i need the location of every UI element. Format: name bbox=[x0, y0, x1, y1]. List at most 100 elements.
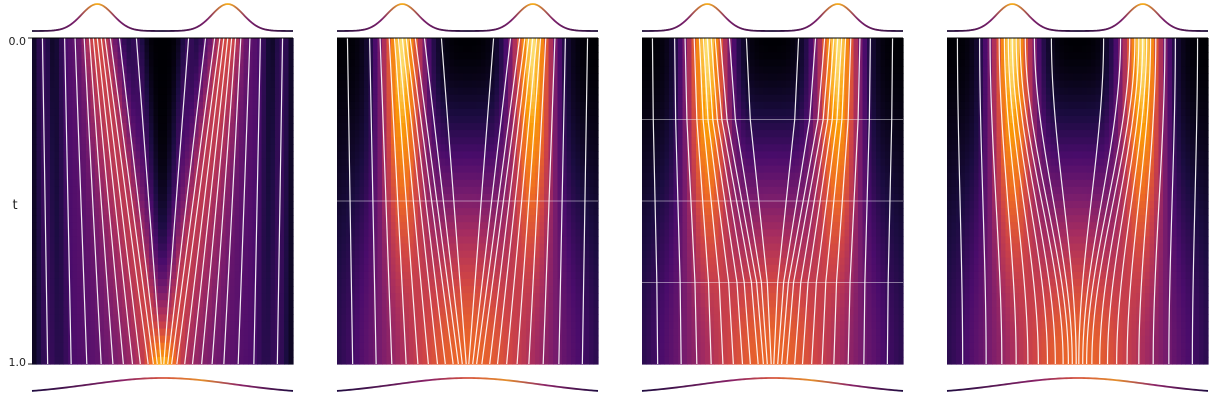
heatmap-cell bbox=[95, 314, 101, 323]
heatmap-cell bbox=[180, 349, 186, 358]
heatmap-cell bbox=[517, 165, 523, 174]
heatmap-cell bbox=[490, 59, 496, 67]
heatmap-cell bbox=[481, 243, 487, 252]
heatmap-cell bbox=[140, 38, 146, 46]
heatmap-cell bbox=[108, 151, 114, 160]
heatmap-cell bbox=[149, 151, 155, 160]
heatmap-cell bbox=[162, 158, 168, 167]
heatmap-cell bbox=[270, 278, 276, 287]
heatmap-cell bbox=[593, 201, 599, 209]
heatmap-cell bbox=[427, 307, 433, 315]
heatmap-cell bbox=[225, 123, 231, 131]
heatmap-cell bbox=[584, 186, 590, 195]
heatmap-cell bbox=[521, 307, 527, 315]
heatmap-cell bbox=[270, 144, 276, 152]
heatmap-cell bbox=[413, 108, 419, 117]
heatmap-cell bbox=[72, 94, 78, 103]
heatmap-cell bbox=[171, 300, 177, 308]
heatmap-cell bbox=[225, 307, 231, 315]
heatmap-cell bbox=[149, 278, 155, 287]
heatmap-cell bbox=[454, 179, 460, 188]
heatmap-cell bbox=[337, 264, 343, 273]
heatmap-cell bbox=[400, 186, 406, 195]
heatmap-cell bbox=[284, 300, 290, 308]
heatmap-cell bbox=[104, 307, 110, 315]
heatmap-cell bbox=[521, 101, 527, 110]
heatmap-cell bbox=[571, 300, 577, 308]
heatmap-cell bbox=[593, 236, 599, 245]
heatmap-cell bbox=[45, 250, 51, 259]
heatmap-cell bbox=[234, 300, 240, 308]
heatmap-cell bbox=[243, 321, 249, 330]
heatmap-cell bbox=[373, 52, 379, 60]
heatmap-cell bbox=[270, 73, 276, 82]
heatmap-cell bbox=[368, 236, 374, 245]
heatmap-cell bbox=[535, 59, 541, 67]
heatmap-cell bbox=[458, 193, 464, 202]
heatmap-cell bbox=[212, 236, 218, 245]
heatmap-cell bbox=[431, 300, 437, 308]
heatmap-cell bbox=[476, 115, 482, 124]
heatmap-cell bbox=[364, 123, 370, 131]
heatmap-cell bbox=[50, 229, 56, 238]
heatmap-cell bbox=[467, 80, 473, 89]
heatmap-cell bbox=[539, 186, 545, 195]
heatmap-cell bbox=[140, 293, 146, 301]
heatmap-cell bbox=[521, 94, 527, 103]
heatmap-cell bbox=[171, 236, 177, 245]
heatmap-cell bbox=[485, 172, 491, 181]
heatmap-cell bbox=[63, 66, 69, 75]
heatmap-cell bbox=[539, 286, 545, 294]
heatmap-cell bbox=[189, 328, 195, 337]
heatmap-cell bbox=[131, 38, 137, 46]
heatmap-cell bbox=[131, 229, 137, 238]
heatmap-cell bbox=[45, 172, 51, 181]
heatmap-cell bbox=[463, 201, 469, 209]
heatmap-cell bbox=[149, 201, 155, 209]
heatmap-cell bbox=[562, 286, 568, 294]
heatmap-cell bbox=[589, 264, 595, 273]
heatmap-cell bbox=[288, 349, 294, 358]
heatmap-cell bbox=[539, 257, 545, 266]
heatmap-cell bbox=[207, 186, 213, 195]
heatmap-cell bbox=[526, 45, 532, 53]
heatmap-cell bbox=[517, 307, 523, 315]
heatmap-cell bbox=[571, 243, 577, 252]
heatmap-cell bbox=[135, 222, 141, 230]
heatmap-cell bbox=[386, 80, 392, 89]
heatmap-cell bbox=[90, 186, 96, 195]
heatmap-cell bbox=[467, 286, 473, 294]
heatmap-cell bbox=[355, 257, 361, 266]
heatmap-cell bbox=[203, 293, 209, 301]
heatmap-cell bbox=[113, 229, 119, 238]
panel-1 bbox=[31, 3, 294, 392]
heatmap-cell bbox=[476, 45, 482, 53]
heatmap-cell bbox=[355, 314, 361, 323]
heatmap-cell bbox=[395, 158, 401, 167]
heatmap-cell bbox=[517, 123, 523, 131]
heatmap-cell bbox=[167, 52, 173, 60]
heatmap-cell bbox=[41, 349, 47, 358]
heatmap-cell bbox=[230, 271, 236, 280]
heatmap-cell bbox=[458, 250, 464, 259]
heatmap-cell bbox=[198, 193, 204, 202]
heatmap-cell bbox=[153, 342, 159, 351]
heatmap-cell bbox=[472, 66, 478, 75]
heatmap-cell bbox=[557, 186, 563, 195]
heatmap-cell bbox=[472, 151, 478, 160]
heatmap-cell bbox=[270, 222, 276, 230]
heatmap-cell bbox=[364, 101, 370, 110]
heatmap-cell bbox=[467, 278, 473, 287]
heatmap-cell bbox=[252, 264, 258, 273]
heatmap-cell bbox=[539, 45, 545, 53]
heatmap-cell bbox=[517, 172, 523, 181]
heatmap-cell bbox=[234, 59, 240, 67]
heatmap-cell bbox=[225, 101, 231, 110]
heatmap-cell bbox=[535, 278, 541, 287]
heatmap-cell bbox=[54, 179, 60, 188]
heatmap-cell bbox=[373, 278, 379, 287]
heatmap-cell bbox=[526, 264, 532, 273]
heatmap-cell bbox=[386, 222, 392, 230]
heatmap-cell bbox=[481, 179, 487, 188]
heatmap-cell bbox=[485, 130, 491, 138]
